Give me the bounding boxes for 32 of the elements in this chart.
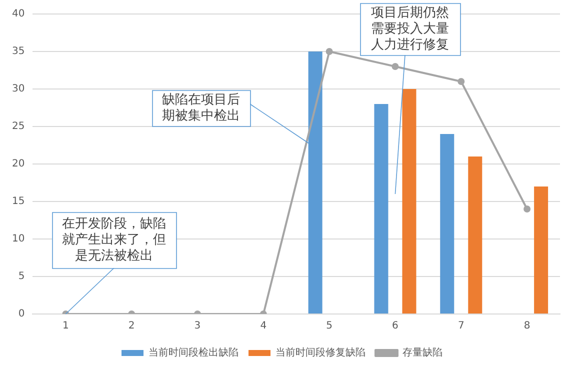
bar [402, 89, 416, 314]
x-tick-label: 6 [392, 320, 398, 332]
y-tick-label: 40 [12, 8, 25, 20]
point [326, 48, 333, 55]
point [392, 63, 399, 70]
annotation: 缺陷在项目后期被集中检出 [162, 92, 240, 124]
bar [534, 186, 548, 314]
x-tick-label: 3 [194, 320, 201, 332]
bar [440, 134, 454, 314]
y-tick-label: 25 [12, 121, 25, 132]
y-tick-label: 35 [12, 46, 25, 58]
x-tick-label: 4 [260, 320, 267, 332]
y-tick-label: 15 [12, 196, 25, 208]
y-tick-label: 10 [12, 234, 25, 245]
point [524, 206, 531, 212]
y-tick-label: 20 [12, 158, 25, 170]
bar [468, 156, 482, 314]
legend-label: 存量缺陷 [402, 346, 442, 359]
y-tick-label: 0 [18, 308, 25, 320]
x-tick-label: 8 [524, 320, 530, 332]
x-tick-label: 7 [458, 320, 464, 332]
legend-label: 当前时间段修复缺陷 [276, 346, 366, 359]
y-tick-label: 30 [12, 84, 25, 95]
y-tick-label: 5 [18, 271, 25, 282]
x-tick-label: 1 [62, 320, 69, 332]
point [458, 78, 465, 85]
x-tick-label: 5 [326, 320, 333, 332]
bar [374, 104, 388, 314]
annotation: 项目后期仍然需要投入大量人力进行修复 [371, 5, 449, 52]
x-tick-label: 2 [128, 320, 135, 332]
legend-label: 当前时间段检出缺陷 [148, 346, 238, 359]
annotation: 在开发阶段，缺陷就产生出来了，但是无法被检出 [62, 216, 166, 264]
